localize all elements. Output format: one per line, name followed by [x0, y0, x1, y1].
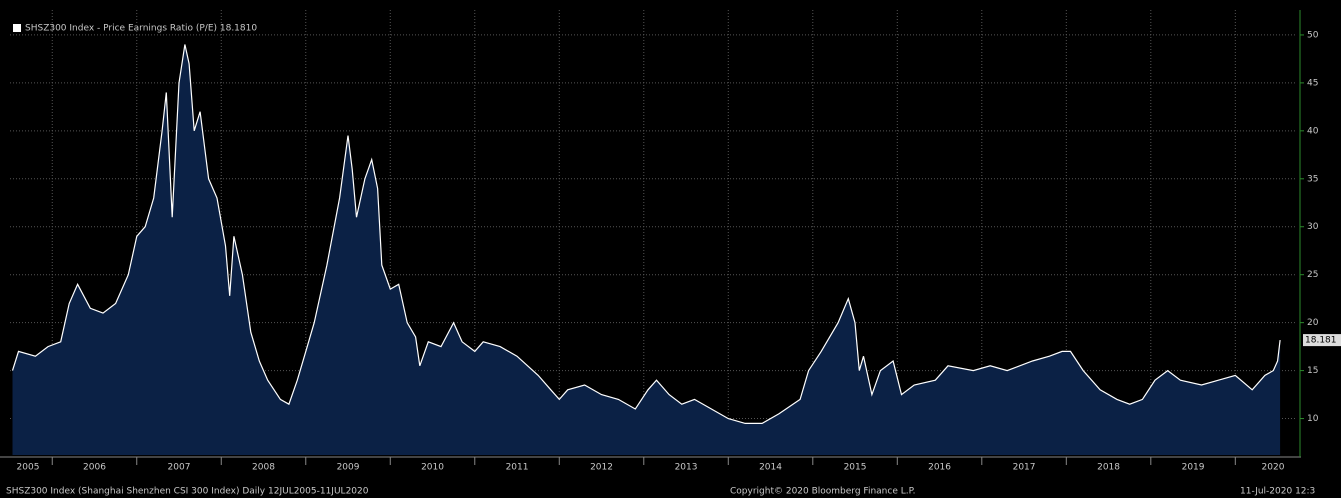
- x-tick-label: 2010: [421, 463, 444, 473]
- legend-swatch: [13, 24, 21, 32]
- y-tick-label: 30: [1307, 222, 1319, 232]
- footer-left: SHSZ300 Index (Shanghai Shenzhen CSI 300…: [6, 487, 369, 497]
- y-tick-label: 45: [1307, 78, 1318, 88]
- y-tick-label: 40: [1307, 126, 1319, 136]
- chart-title: SHSZ300 Index - Price Earnings Ratio (P/…: [25, 24, 257, 34]
- x-tick-label: 2020: [1262, 463, 1285, 473]
- x-tick-label: 2013: [675, 463, 698, 473]
- x-tick-label: 2018: [1097, 463, 1120, 473]
- x-tick-label: 2017: [1013, 463, 1036, 473]
- x-tick-label: 2007: [168, 463, 191, 473]
- line: [11, 44, 1281, 424]
- x-tick-label: 2006: [83, 463, 106, 473]
- x-tick-label: 2011: [506, 463, 529, 473]
- x-tick-label: 2015: [844, 463, 867, 473]
- last-value-label: 18.181: [1305, 336, 1337, 346]
- x-tick-label: 2009: [337, 463, 360, 473]
- x-tick-label: 2019: [1182, 463, 1205, 473]
- x-tick-label: 2005: [17, 463, 40, 473]
- area-fill: [12, 44, 1281, 455]
- footer-right: 11-Jul-2020 12:3: [1240, 487, 1315, 497]
- x-tick-label: 2008: [252, 463, 275, 473]
- x-tick-label: 2014: [759, 463, 782, 473]
- x-tick-label: 2012: [590, 463, 613, 473]
- last-value-tag: [1303, 334, 1341, 347]
- y-tick-label: 15: [1307, 366, 1318, 376]
- y-tick-label: 10: [1307, 414, 1319, 424]
- y-tick-label: 20: [1307, 318, 1319, 328]
- x-tick-label: 2016: [928, 463, 951, 473]
- y-tick-label: 50: [1307, 30, 1319, 40]
- y-tick-label: 35: [1307, 174, 1318, 184]
- y-tick-label: 25: [1307, 270, 1318, 280]
- footer-center: Copyright© 2020 Bloomberg Finance L.P.: [730, 487, 915, 497]
